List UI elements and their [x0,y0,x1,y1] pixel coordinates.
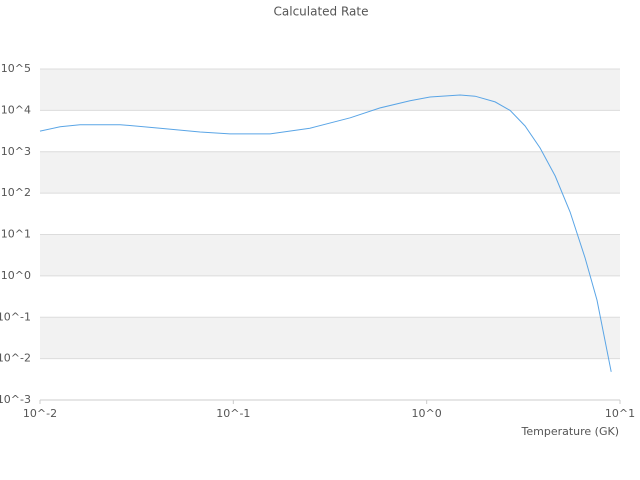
y-tick-label: 10^-2 [0,352,31,365]
grid-band [40,234,620,276]
y-tick-label: 10^4 [1,103,31,116]
y-tick-label: 10^3 [1,145,31,158]
x-tick-label: 10^-1 [216,407,250,420]
y-tick-label: 10^-1 [0,310,31,323]
x-tick-label: 10^1 [605,407,635,420]
x-tick-label: 10^0 [412,407,442,420]
y-tick-label: 10^0 [1,269,31,282]
y-tick-label: 10^2 [1,186,31,199]
grid-band [40,317,620,359]
line [39,94,612,372]
grid-band [40,69,620,111]
chart-title: Calculated Rate [274,5,369,19]
x-axis-label: Temperature (GK) [521,425,620,438]
x-tick-label: 10^-2 [23,407,57,420]
y-tick-label: 10^1 [1,228,31,241]
grid-band [40,151,620,194]
y-tick-label: 10^-3 [0,393,31,406]
y-tick-label: 10^5 [1,62,31,75]
